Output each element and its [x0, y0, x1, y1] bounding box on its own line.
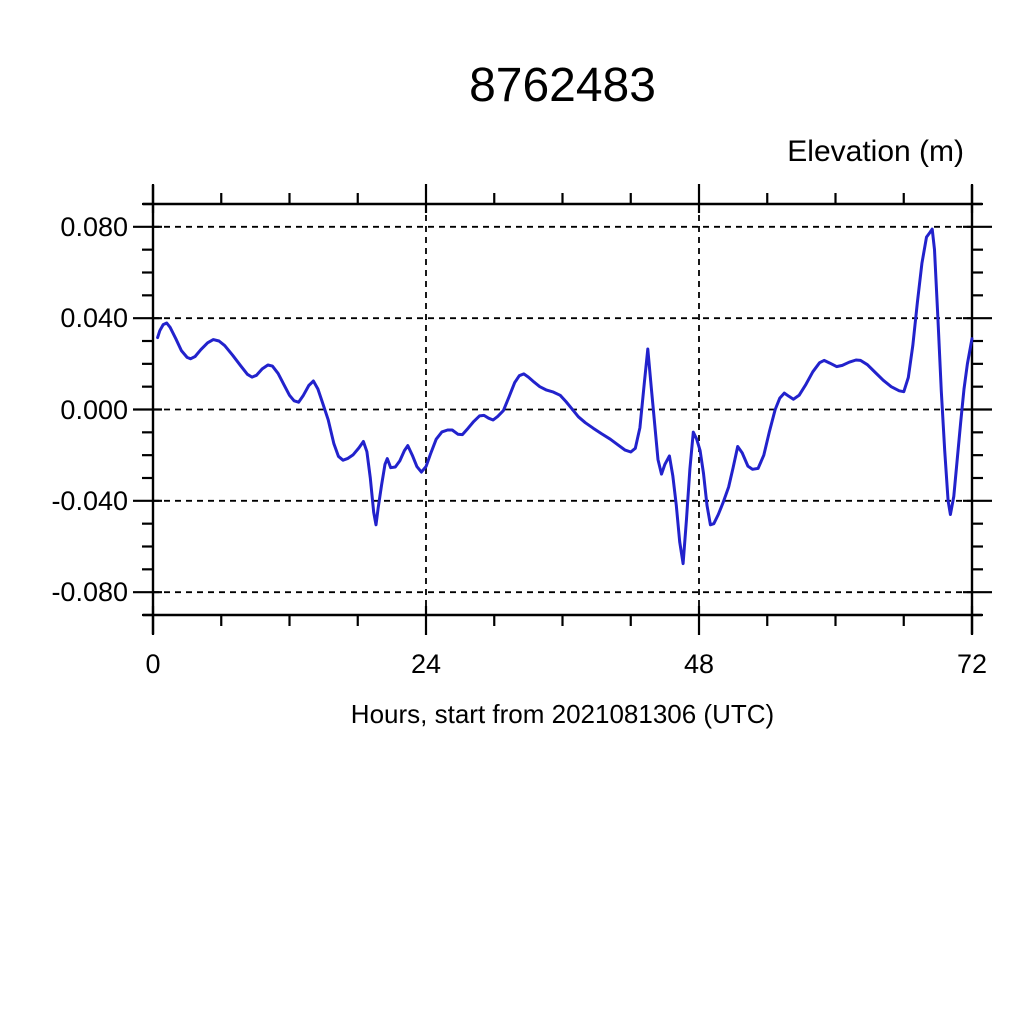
y-tick-label: -0.080 — [51, 577, 128, 608]
x-tick-label: 48 — [683, 649, 715, 679]
data-line-elevation — [156, 227, 974, 566]
y-tick-label: 0.040 — [60, 303, 128, 334]
y-tick-label: 0.000 — [60, 394, 128, 425]
y-tick-label: -0.040 — [51, 485, 128, 516]
x-tick-label: 0 — [145, 649, 161, 679]
chart-title: 8762483 — [469, 59, 656, 112]
x-tick-label: 72 — [956, 649, 988, 679]
x-axis-label: Hours, start from 2021081306 (UTC) — [350, 699, 775, 729]
y-tick-label: 0.080 — [60, 211, 128, 242]
y-axis-unit-label: Elevation (m) — [787, 135, 964, 168]
x-tick-label: 24 — [410, 649, 442, 679]
